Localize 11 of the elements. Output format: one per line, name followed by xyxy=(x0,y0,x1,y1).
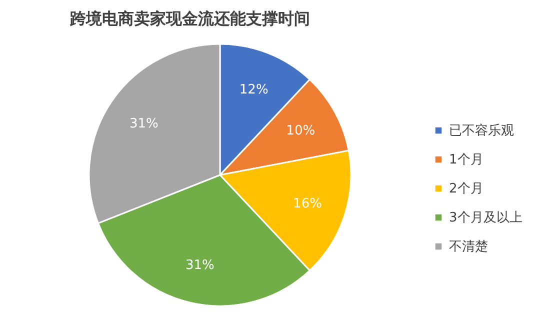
legend-label: 3个月及以上 xyxy=(449,210,522,226)
legend-label: 1个月 xyxy=(449,152,484,168)
data-label: 10% xyxy=(286,124,316,139)
data-label: 31% xyxy=(129,116,158,132)
data-label: 16% xyxy=(293,196,322,212)
legend-label: 已不容乐观 xyxy=(449,122,514,138)
data-label: 31% xyxy=(185,258,214,273)
legend-label: 2个月 xyxy=(449,182,484,196)
chart-title: 跨境电商卖家现金流还能支撑时间 xyxy=(69,9,310,28)
legend-label: 不清楚 xyxy=(449,240,488,254)
data-label: 12% xyxy=(239,82,268,98)
